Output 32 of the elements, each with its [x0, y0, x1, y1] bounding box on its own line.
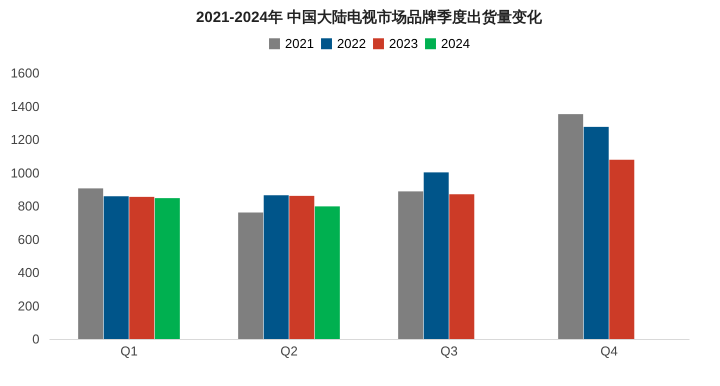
legend-label: 2024 — [441, 36, 470, 51]
legend-label: 2021 — [285, 36, 314, 51]
bar — [314, 206, 340, 339]
y-tick-label: 1400 — [10, 98, 40, 114]
bar — [558, 114, 584, 339]
x-tick-label: Q4 — [600, 344, 618, 358]
bar — [424, 172, 449, 339]
bar — [289, 196, 314, 339]
y-tick-label: 600 — [18, 232, 40, 247]
bar — [609, 160, 634, 339]
legend-label: 2022 — [337, 36, 366, 51]
y-tick-label: 1600 — [10, 66, 40, 80]
chart-title: 2021-2024年 中国大陆电视市场品牌季度出货量变化 — [196, 8, 543, 26]
bar — [154, 198, 180, 339]
bar — [449, 194, 474, 339]
x-tick-label: Q2 — [280, 344, 298, 358]
y-tick-label: 1000 — [10, 165, 40, 180]
bar — [398, 191, 424, 339]
y-tick-label: 0 — [32, 332, 40, 346]
bar — [104, 196, 129, 339]
bar — [129, 196, 154, 339]
legend-label: 2023 — [389, 36, 418, 51]
x-tick-label: Q3 — [440, 344, 458, 358]
bar — [238, 212, 264, 339]
y-tick-label: 1200 — [10, 132, 40, 147]
bar — [264, 195, 289, 339]
bar — [78, 188, 104, 339]
y-tick-label: 200 — [18, 298, 40, 314]
y-tick-label: 800 — [18, 198, 40, 214]
y-tick-label: 400 — [18, 265, 40, 280]
bar — [584, 126, 609, 339]
x-tick-label: Q1 — [120, 344, 138, 358]
